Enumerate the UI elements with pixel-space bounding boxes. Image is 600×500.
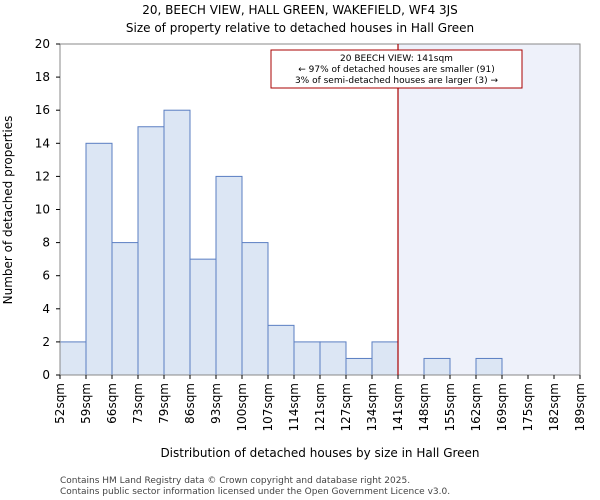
histogram-bar [345,357,373,376]
annotation-line-2: ← 97% of detached houses are smaller (91… [298,65,495,75]
x-tick-label: 189sqm [573,383,587,431]
y-tick-label: 14 [35,136,50,150]
histogram-bar [189,258,217,376]
x-tick-label: 148sqm [417,383,431,431]
y-tick-label: 6 [42,269,50,283]
y-tick-label: 18 [35,70,50,84]
histogram-bar [215,175,243,376]
y-axis-label: Number of detached properties [1,116,15,305]
annotation-box [270,49,523,89]
histogram-bar [293,341,321,376]
histogram-bar [423,357,451,376]
x-tick-label: 66sqm [105,383,119,424]
footer-line-2: Contains public sector information licen… [60,487,450,497]
histogram-bar [267,324,295,376]
annotation-line-1: 20 BEECH VIEW: 141sqm [340,54,453,64]
y-tick-label: 2 [42,335,50,349]
y-tick-label: 20 [35,37,50,51]
x-tick-label: 162sqm [469,383,483,431]
x-tick-label: 114sqm [287,383,301,431]
x-tick-label: 59sqm [79,383,93,424]
x-tick-label: 79sqm [157,383,171,424]
x-axis-label: Distribution of detached houses by size … [160,446,479,460]
histogram-bar [241,242,269,376]
x-tick-label: 73sqm [131,383,145,424]
x-tick-label: 52sqm [53,383,67,424]
plot-area: 0 2 4 6 8 10 12 14 16 18 20 52sqm 59sqm 66sqm 73sqm 79s… [35,37,587,431]
x-tick-label: 134sqm [365,383,379,431]
histogram-bar [111,242,139,376]
y-tick-label: 4 [42,302,50,316]
x-tick-label: 86sqm [183,383,197,424]
y-tick-label: 10 [35,203,50,217]
annotation-line-3: 3% of semi-detached houses are larger (3… [295,76,499,86]
x-tick-label: 175sqm [521,383,535,431]
histogram-bar [475,357,503,376]
x-tick-label: 182sqm [547,383,561,431]
x-tick-label: 100sqm [235,383,249,431]
x-tick-label: 107sqm [261,383,275,431]
histogram-bar [371,341,399,376]
histogram-bar [59,341,87,376]
y-tick-label: 8 [42,236,50,250]
histogram-bar [137,126,165,376]
histogram-bar [163,109,191,376]
chart-title-line-1: 20, BEECH VIEW, HALL GREEN, WAKEFIELD, W… [142,3,458,17]
x-tick-label: 169sqm [495,383,509,431]
y-tick-label: 16 [35,103,50,117]
histogram-bar [85,142,113,376]
y-tick-label: 12 [35,169,50,183]
histogram-bar [319,341,347,376]
x-tick-label: 127sqm [339,383,353,431]
x-tick-label: 93sqm [209,383,223,424]
footer-line-1: Contains HM Land Registry data © Crown c… [60,476,410,486]
chart-title-line-2: Size of property relative to detached ho… [126,21,474,35]
x-tick-label: 121sqm [313,383,327,431]
y-tick-label: 0 [42,368,50,382]
x-tick-label: 141sqm [391,383,405,431]
x-tick-label: 155sqm [443,383,457,431]
larger-region-shade [398,44,580,375]
